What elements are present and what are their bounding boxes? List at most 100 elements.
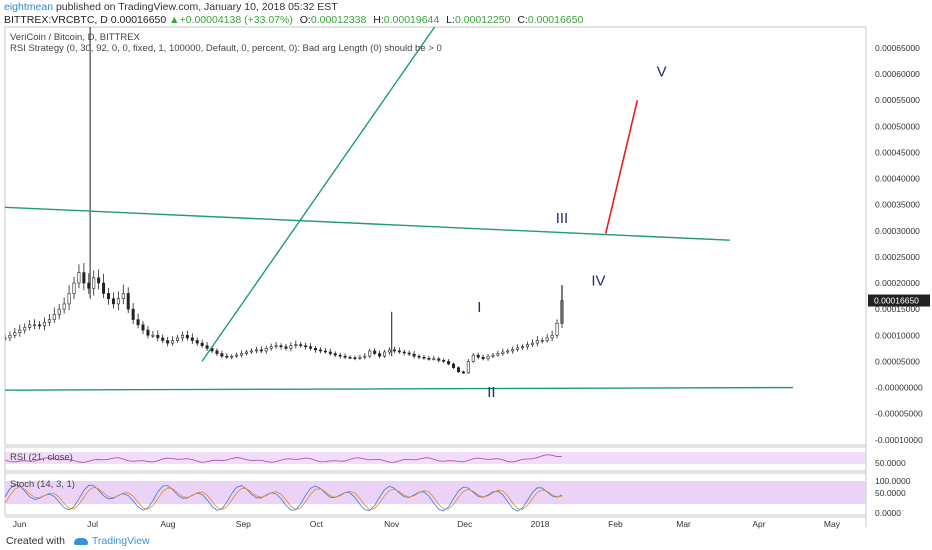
close-label: C: xyxy=(517,14,528,26)
candle-body xyxy=(511,349,515,352)
candle-body xyxy=(402,351,406,354)
wave-label: IV xyxy=(591,273,605,290)
candle-body xyxy=(328,351,332,354)
author-link[interactable]: eightmean xyxy=(4,1,54,13)
candle-body xyxy=(432,358,436,361)
candle-body xyxy=(373,350,377,354)
candle-body xyxy=(72,282,76,294)
candle-body xyxy=(442,360,446,362)
last-price-tag xyxy=(868,294,930,307)
candle-body xyxy=(363,355,367,358)
candle-body xyxy=(368,350,372,357)
candle-body xyxy=(274,345,278,348)
symbol-line: BITTREX:VRCBTC, D 0.00016650 ▲+0.0000413… xyxy=(4,14,583,26)
candle-body xyxy=(5,337,7,340)
candle-body xyxy=(235,354,239,357)
candle-body xyxy=(171,340,175,344)
time-tick-label: Jun xyxy=(13,519,27,529)
candle-body xyxy=(18,329,22,333)
candle-body xyxy=(314,348,318,351)
open-value: 0.00012338 xyxy=(310,14,367,26)
candle-body xyxy=(476,354,480,358)
created-with-text: Created with xyxy=(6,535,65,547)
candle-body xyxy=(249,350,253,353)
candle-body xyxy=(245,351,249,354)
candle-body xyxy=(23,327,27,331)
price-tick-label: 0.00035000 xyxy=(875,200,920,210)
candle-body xyxy=(67,293,71,305)
candle-body xyxy=(161,337,165,341)
candle-body xyxy=(299,344,303,347)
candle-body xyxy=(131,308,135,320)
close-value: 0.00016650 xyxy=(527,14,584,26)
candle-body xyxy=(461,371,465,374)
steep-trendline[interactable] xyxy=(201,0,511,362)
candle-body xyxy=(225,355,229,358)
candle-body xyxy=(240,353,244,356)
price-tick-label: 0.00060000 xyxy=(875,69,920,79)
lower-trendline[interactable] xyxy=(5,386,794,391)
price-tick-label: 0.00040000 xyxy=(875,174,920,184)
wave-label: II xyxy=(487,384,495,401)
candle-body xyxy=(437,358,441,361)
candle-body xyxy=(205,345,209,349)
price-tick-label: -0.00000000 xyxy=(875,383,923,393)
stoch-d-line xyxy=(4,486,563,511)
candle-body xyxy=(525,344,529,348)
tradingview-logo-icon xyxy=(73,537,88,545)
indicators-group: 50.0000 100.0000 50.0000 0.0000 xyxy=(4,454,911,518)
candle-body xyxy=(126,293,130,310)
tradingview-brand[interactable]: TradingView xyxy=(91,535,150,547)
candle-body xyxy=(279,345,283,348)
price-tick-label: 0.00005000 xyxy=(875,356,920,366)
stoch-tick-label: 50.0000 xyxy=(875,488,906,498)
candle-body xyxy=(195,340,199,344)
time-tick-label: Feb xyxy=(608,519,623,529)
rsi-label: RSI (21, close) xyxy=(10,452,73,463)
candle-body xyxy=(417,355,421,358)
candle-body xyxy=(353,357,357,360)
time-tick-label: Apr xyxy=(752,519,765,529)
main-pane[interactable] xyxy=(4,26,867,446)
candle-body xyxy=(77,272,81,284)
candle-body xyxy=(501,351,505,354)
wave-label: V xyxy=(657,64,667,81)
candle-body xyxy=(28,324,32,328)
candle-body xyxy=(13,332,17,336)
candle-body xyxy=(486,355,490,360)
time-tick-label: Jul xyxy=(87,519,98,529)
upper-trendline[interactable] xyxy=(5,206,730,241)
candle-body xyxy=(358,356,362,359)
candle-body xyxy=(8,334,12,339)
price-tick-label: 0.00065000 xyxy=(875,43,920,53)
candle-body xyxy=(343,355,347,358)
candle-body xyxy=(215,350,219,354)
candle-body xyxy=(185,334,189,339)
time-tick-label: Nov xyxy=(384,519,400,529)
candle-body xyxy=(264,348,268,352)
candle-body xyxy=(47,319,51,323)
candle-body xyxy=(284,346,288,349)
candle-body xyxy=(530,342,534,345)
candle-body xyxy=(42,321,46,327)
candle-body xyxy=(102,282,106,294)
candle-body xyxy=(254,349,258,352)
candle-body xyxy=(304,345,308,348)
wave-v-projection[interactable] xyxy=(604,99,639,234)
trendlines-group xyxy=(5,0,794,391)
candles-group xyxy=(5,27,564,374)
stoch-tick-label: 100.0000 xyxy=(875,476,911,486)
publish-info: published on TradingView.com, January 10… xyxy=(55,1,338,13)
candle-body xyxy=(57,308,61,315)
price-tick-label: 0.00020000 xyxy=(875,278,920,288)
low-label: L: xyxy=(446,14,455,26)
candle-body xyxy=(200,342,204,347)
symbol: BITTREX:VRCBTC, D xyxy=(4,14,108,26)
time-tick-label: May xyxy=(824,519,841,529)
candle-body xyxy=(378,353,382,357)
stoch-band xyxy=(5,481,866,504)
publish-line: eightmean published on TradingView.com, … xyxy=(4,1,338,13)
time-tick-label: Mar xyxy=(676,519,691,529)
